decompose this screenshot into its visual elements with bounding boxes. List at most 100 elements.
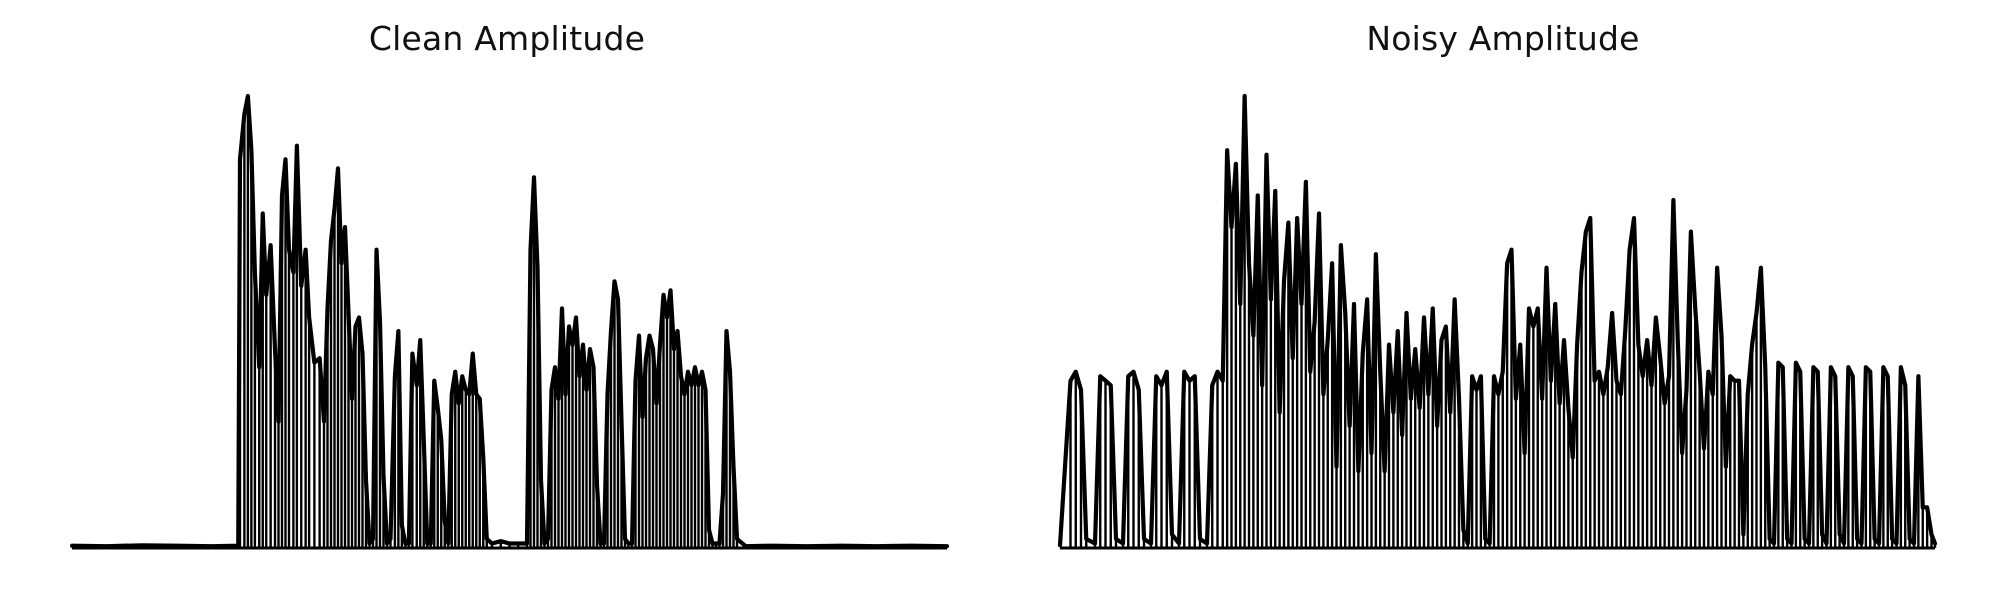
amplitude-spike-89 xyxy=(1488,543,1491,548)
amplitude-spike-60 xyxy=(1361,353,1364,548)
amplitude-spike-88 xyxy=(1484,538,1487,548)
amplitude-spike-13 xyxy=(265,294,268,548)
amplitude-spike-88 xyxy=(560,308,564,548)
amplitude-spike-155 xyxy=(1777,362,1780,548)
amplitude-spike-29 xyxy=(1225,150,1229,549)
amplitude-spike-86 xyxy=(1475,389,1478,548)
amplitude-spike-31 xyxy=(1234,163,1238,549)
amplitude-spike-168 xyxy=(1834,376,1837,548)
amplitude-spike-105 xyxy=(620,421,623,548)
amplitude-spike-21 xyxy=(1183,371,1186,548)
amplitude-spike-1 xyxy=(1069,380,1072,548)
amplitude-spike-37 xyxy=(1260,385,1264,548)
amplitude-spike-36 xyxy=(354,326,357,548)
amplitude-spike-94 xyxy=(1510,249,1513,548)
amplitude-spike-111 xyxy=(1584,231,1588,548)
amplitude-spike-76 xyxy=(508,543,511,548)
amplitude-spike-185 xyxy=(1908,538,1911,548)
amplitude-spike-75 xyxy=(1427,394,1430,548)
amplitude-spike-111 xyxy=(641,416,644,548)
amplitude-spike-42 xyxy=(1282,281,1286,548)
amplitude-spike-46 xyxy=(389,538,392,548)
amplitude-spike-144 xyxy=(1729,376,1732,548)
amplitude-spike-47 xyxy=(393,376,397,548)
amplitude-spike-175 xyxy=(1864,367,1868,548)
amplitude-spike-46 xyxy=(1300,303,1303,548)
amplitude-spike-51 xyxy=(1322,394,1325,548)
amplitude-spike-141 xyxy=(1715,267,1719,548)
amplitude-spike-11 xyxy=(258,367,261,548)
amplitude-spike-58 xyxy=(433,380,436,548)
amplitude-spike-25 xyxy=(313,362,316,548)
amplitude-spike-48 xyxy=(397,331,400,548)
amplitude-spike-181 xyxy=(1890,538,1894,548)
amplitude-spike-130 xyxy=(1667,376,1671,548)
amplitude-spike-105 xyxy=(1558,403,1561,548)
amplitude-spike-22 xyxy=(300,285,303,548)
amplitude-spike-22 xyxy=(1188,380,1191,548)
amplitude-spike-33 xyxy=(1243,96,1246,548)
amplitude-spike-73 xyxy=(1418,407,1421,548)
amplitude-spike-169 xyxy=(1838,534,1841,548)
amplitude-spike-26 xyxy=(1211,385,1214,548)
amplitude-spike-8 xyxy=(246,96,250,548)
noisy-amplitude-plot xyxy=(1057,93,1938,550)
amplitude-spike-83 xyxy=(543,543,546,548)
amplitude-spike-6 xyxy=(238,159,242,548)
amplitude-spike-167 xyxy=(1829,367,1833,548)
amplitude-spike-138 xyxy=(1702,448,1706,548)
amplitude-spike-90 xyxy=(1492,376,1496,548)
amplitude-spike-101 xyxy=(1540,398,1544,548)
amplitude-spike-18 xyxy=(284,159,287,548)
amplitude-spike-134 xyxy=(721,493,725,548)
amplitude-spike-32 xyxy=(340,263,343,548)
amplitude-spike-25 xyxy=(1205,543,1209,548)
amplitude-spike-12 xyxy=(1132,371,1135,548)
amplitude-spike-96 xyxy=(1519,344,1522,548)
amplitude-spike-129 xyxy=(704,389,707,548)
amplitude-spike-96 xyxy=(588,349,592,548)
amplitude-spike-29 xyxy=(329,240,333,548)
amplitude-spike-57 xyxy=(429,543,432,548)
amplitude-spike-186 xyxy=(1912,543,1916,548)
amplitude-spike-118 xyxy=(1615,380,1618,548)
amplitude-spike-30 xyxy=(333,209,336,548)
amplitude-spike-72 xyxy=(1414,349,1417,548)
amplitude-spike-56 xyxy=(426,543,429,548)
amplitude-spike-103 xyxy=(613,281,616,548)
amplitude-spike-34 xyxy=(347,312,350,548)
amplitude-spike-53 xyxy=(415,385,418,548)
amplitude-spike-52 xyxy=(411,353,414,548)
amplitude-spike-50 xyxy=(1317,213,1321,548)
amplitude-spike-119 xyxy=(1619,394,1623,548)
amplitude-spike-35 xyxy=(1252,335,1255,548)
amplitude-spike-48 xyxy=(1309,371,1312,548)
amplitude-spike-92 xyxy=(1501,371,1504,548)
amplitude-spike-113 xyxy=(1593,380,1596,548)
amplitude-spike-45 xyxy=(385,543,389,548)
amplitude-spike-151 xyxy=(1759,267,1763,548)
amplitude-spike-28 xyxy=(1221,380,1224,548)
amplitude-spike-68 xyxy=(468,394,471,548)
amplitude-spike-170 xyxy=(1842,543,1846,548)
amplitude-spike-19 xyxy=(287,249,291,548)
amplitude-spike-15 xyxy=(273,349,277,548)
noisy-amplitude-title: Noisy Amplitude xyxy=(1366,19,1640,58)
amplitude-spike-176 xyxy=(1869,371,1872,548)
amplitude-spike-165 xyxy=(1820,534,1824,548)
amplitude-spike-103 xyxy=(1549,380,1553,548)
amplitude-spike-55 xyxy=(422,439,425,548)
amplitude-spike-158 xyxy=(1790,543,1793,548)
amplitude-spike-74 xyxy=(490,543,494,548)
amplitude-spike-102 xyxy=(1545,267,1548,548)
amplitude-spike-131 xyxy=(711,543,714,548)
amplitude-spike-76 xyxy=(1431,308,1434,548)
amplitude-spike-39 xyxy=(1269,299,1273,548)
amplitude-spike-17 xyxy=(1160,385,1163,548)
amplitude-spike-160 xyxy=(1799,371,1802,548)
amplitude-spike-9 xyxy=(250,150,253,549)
amplitude-spike-112 xyxy=(644,358,648,548)
amplitude-spike-8 xyxy=(1109,385,1112,548)
amplitude-spike-79 xyxy=(1444,326,1448,548)
amplitude-spike-121 xyxy=(1628,249,1631,548)
